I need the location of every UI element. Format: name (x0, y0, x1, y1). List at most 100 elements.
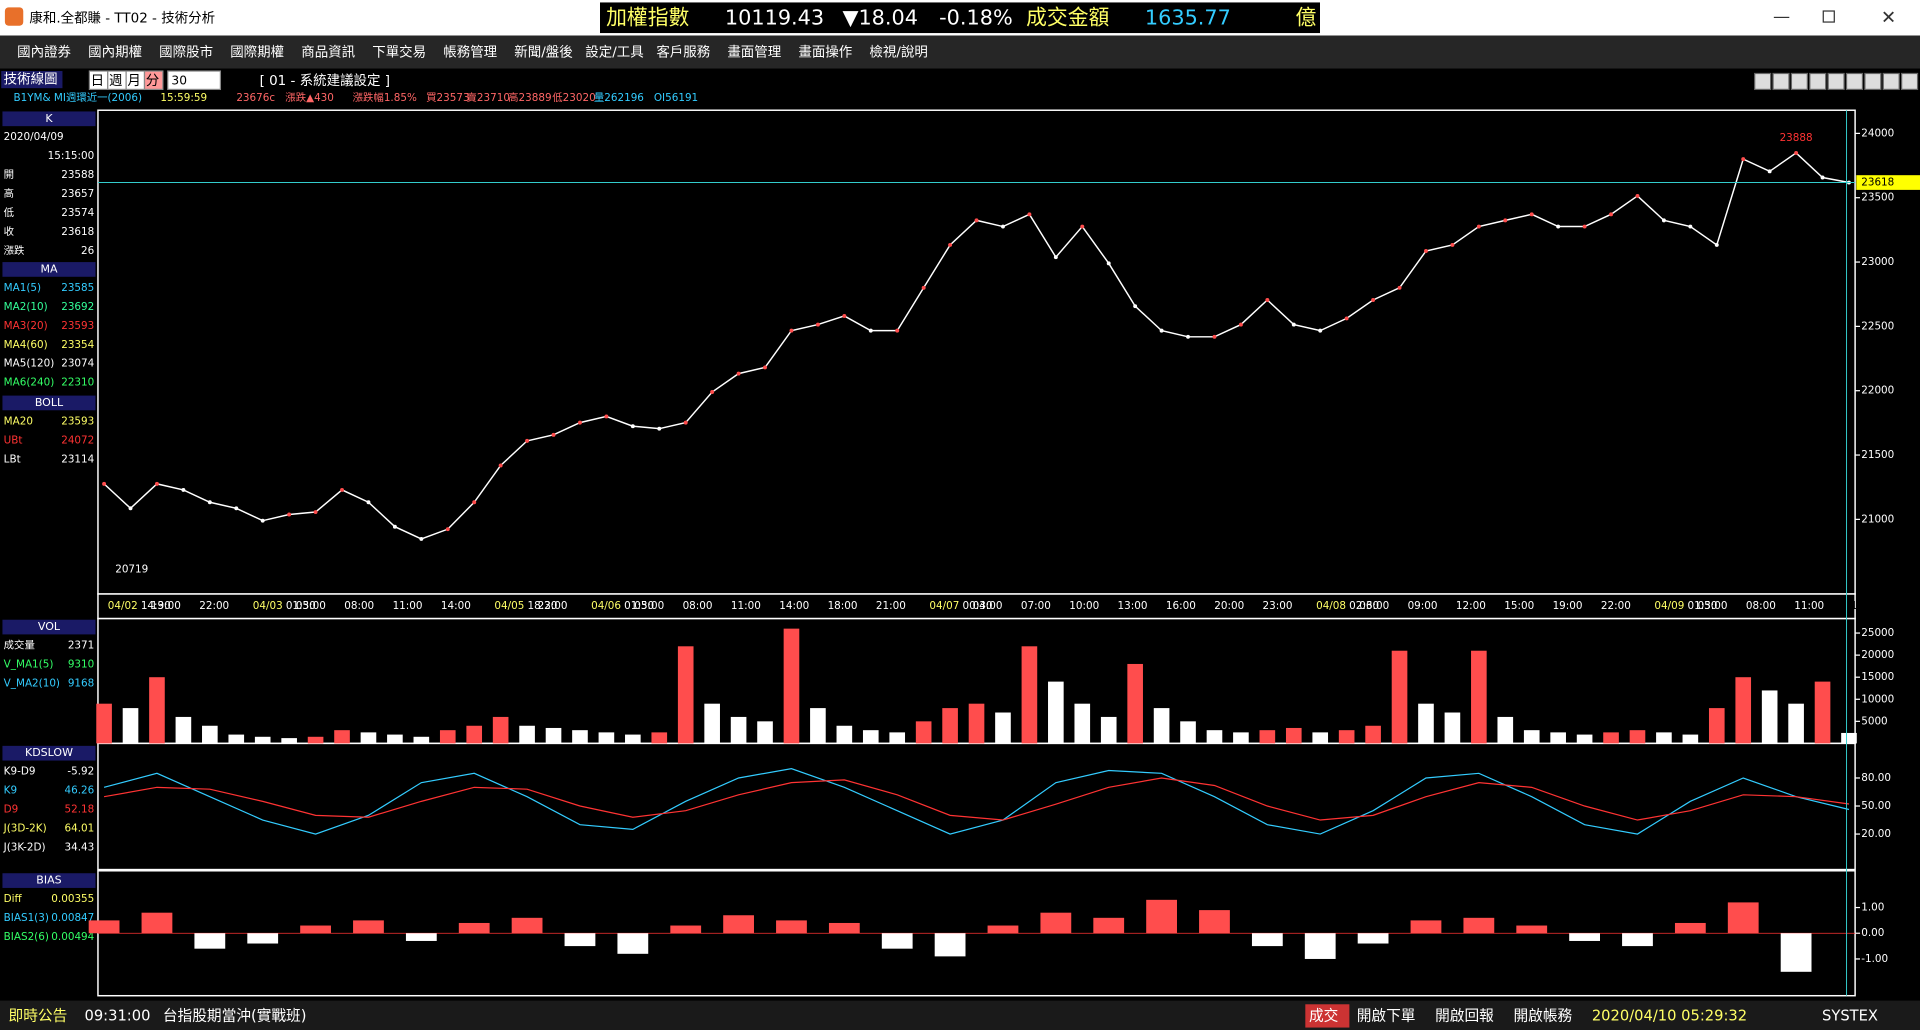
tool-button[interactable] (1845, 72, 1864, 91)
price-point (710, 390, 715, 394)
bar (281, 738, 297, 744)
y-tick-label: 10000 (1861, 693, 1894, 705)
price-point (1080, 224, 1085, 229)
side-value: 23692 (61, 301, 94, 313)
menu-item[interactable]: 客戶服務 (656, 44, 710, 61)
side-label: MA4(60) (4, 339, 48, 351)
quote-field: OI56191 (654, 92, 698, 104)
bar (1180, 721, 1196, 744)
x-tick-label: 04:00 (973, 600, 1003, 612)
price-point (1318, 328, 1323, 333)
side-header (2, 619, 96, 635)
price-point (1001, 224, 1005, 229)
bar (519, 725, 535, 744)
interval-select[interactable] (167, 70, 222, 91)
price-point (287, 512, 292, 517)
side-title: KDSLOW (25, 746, 73, 759)
side-title: MA (40, 262, 58, 275)
side-value: 23354 (61, 339, 94, 351)
x-tick-label: 15:00 (1504, 600, 1534, 612)
indicator-line (103, 768, 1850, 835)
minimize[interactable]: — (1773, 7, 1790, 27)
tool-button[interactable] (1882, 72, 1900, 91)
price-point (921, 285, 926, 290)
x-tick-label: 08:00 (1746, 600, 1776, 612)
bar (1780, 933, 1812, 972)
menu-item[interactable]: 帳務管理 (443, 45, 497, 61)
close[interactable]: ✕ (1881, 7, 1896, 28)
menu-item[interactable]: 設定/工具 (585, 45, 643, 61)
bar (1622, 933, 1653, 947)
x-tick-label: 06:00 (1359, 600, 1389, 612)
status-item[interactable]: 成交 (1309, 1007, 1339, 1025)
bar (1576, 734, 1593, 744)
bar (1074, 703, 1091, 744)
x-date-label: 04/09 (1654, 600, 1684, 612)
menu-item[interactable]: 商品資訊 (301, 45, 355, 61)
panel-tab (1, 71, 63, 89)
period-label[interactable]: 月 (127, 73, 140, 89)
y-tick-label: 24000 (1861, 127, 1894, 139)
interval-value[interactable]: 30 (171, 73, 187, 87)
bar (175, 716, 192, 744)
bar (1550, 732, 1566, 744)
menu-item[interactable]: 國際股市 (159, 44, 213, 61)
menu-item[interactable]: 國際期權 (230, 45, 284, 61)
y-tick-label: 20.00 (1861, 828, 1891, 840)
status-item: 台指股期當沖(實戰班) (163, 1007, 307, 1025)
bar (1629, 730, 1646, 744)
x-tick-label: 14:30 (141, 600, 171, 612)
bar (1093, 917, 1125, 934)
period-label[interactable]: 日 (91, 73, 104, 89)
menu-item[interactable]: 畫面操作 (798, 45, 852, 61)
side-label: K9-D9 (4, 766, 36, 778)
ticker-turnover-label: 成交金額 (1026, 5, 1109, 29)
menu-item[interactable]: 畫面管理 (727, 45, 781, 61)
bar (704, 703, 720, 744)
x-tick-label: 07:00 (1021, 600, 1051, 612)
maximize[interactable] (1822, 10, 1835, 23)
side-label: LBt (4, 453, 21, 465)
side-value: 46.26 (65, 785, 95, 797)
side-label: MA6(240) (4, 377, 55, 389)
status-item[interactable]: 開啟帳務 (1513, 1008, 1572, 1025)
menu-item[interactable]: 檢視/說明 (869, 44, 927, 61)
tool-button[interactable] (1754, 72, 1772, 91)
x-tick-label: 01:30 (1687, 600, 1717, 612)
period-label[interactable]: 分 (146, 73, 159, 89)
menu-item[interactable]: 下單交易 (372, 44, 426, 61)
x-tick-label: 18:00 (828, 600, 858, 612)
status-item: 2020/04/10 05:29:32 (1592, 1008, 1747, 1025)
status-item[interactable]: 開啟回報 (1435, 1008, 1494, 1025)
panel-tab-label: 技術線圖 (4, 72, 58, 88)
tool-button[interactable] (1901, 72, 1919, 91)
price-point (1133, 304, 1138, 309)
status-item[interactable]: 開啟下單 (1357, 1008, 1416, 1025)
period-label[interactable]: 週 (109, 73, 122, 89)
bar (1727, 902, 1759, 934)
side-label: 高 (4, 187, 14, 200)
chart-panel (97, 109, 1856, 595)
side-header (2, 745, 96, 761)
x-tick-label: 19:00 (151, 600, 181, 612)
y-tick-label: 21500 (1861, 449, 1894, 461)
tool-button[interactable] (1827, 72, 1845, 91)
period-button[interactable] (143, 70, 164, 91)
tool-button[interactable] (1790, 72, 1808, 91)
x-tick-label: 01:30 (624, 600, 654, 612)
last-price-tag (1856, 175, 1920, 190)
bar (1708, 708, 1725, 744)
last-price-label: 23618 (1861, 177, 1894, 189)
price-point (630, 424, 635, 429)
tool-button[interactable] (1864, 72, 1882, 91)
menu-item[interactable]: 國內期權 (88, 45, 142, 61)
tool-button[interactable] (1772, 72, 1790, 91)
bar (1233, 732, 1249, 744)
tool-button[interactable] (1809, 72, 1827, 91)
x-tick-label: 23:00 (1263, 600, 1293, 612)
x-tick-label: 19:00 (1553, 600, 1583, 612)
menu-item[interactable]: 新聞/盤後 (514, 45, 573, 61)
bar (1357, 933, 1389, 944)
menu-item[interactable]: 國內證券 (17, 44, 71, 61)
